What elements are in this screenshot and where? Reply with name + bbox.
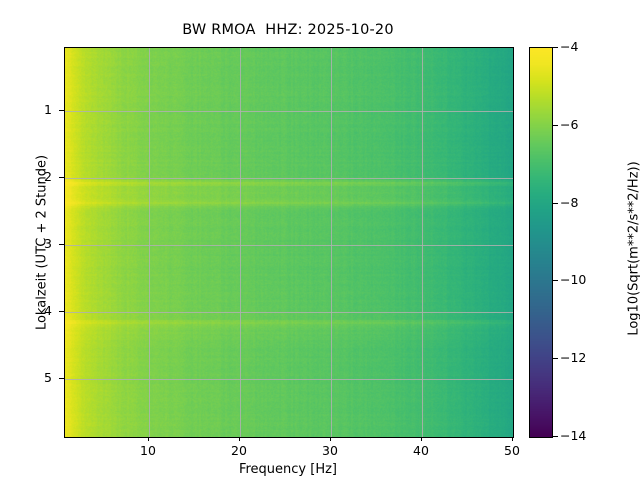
y-tick-label: 4 bbox=[44, 303, 52, 318]
x-tick-mark bbox=[421, 437, 422, 441]
spectrogram-pixels bbox=[65, 48, 513, 437]
y-tick-mark bbox=[59, 378, 64, 379]
colorbar-tick-label: −10 bbox=[560, 272, 587, 287]
x-tick-label: 50 bbox=[504, 443, 520, 458]
colorbar-tick-label: −6 bbox=[560, 117, 579, 132]
y-tick-label: 1 bbox=[44, 102, 52, 117]
spectrogram-axes bbox=[64, 47, 514, 438]
y-tick-label: 5 bbox=[44, 370, 52, 385]
colorbar-tick-mark bbox=[553, 280, 558, 281]
x-tick-mark bbox=[148, 437, 149, 441]
colorbar-tick-mark bbox=[553, 47, 558, 48]
colorbar bbox=[529, 47, 553, 438]
y-tick-mark bbox=[59, 311, 64, 312]
x-tick-mark bbox=[512, 437, 513, 441]
colorbar-tick-mark bbox=[553, 436, 558, 437]
colorbar-label: Log10(Sqrt(m**2/s**2/Hz)) bbox=[626, 161, 640, 336]
colorbar-tick-label: −4 bbox=[560, 39, 579, 54]
x-tick-label: 20 bbox=[231, 443, 247, 458]
gridline-vertical-50 bbox=[513, 48, 514, 437]
y-tick-label: 2 bbox=[44, 169, 52, 184]
colorbar-gradient bbox=[530, 48, 552, 437]
colorbar-tick-mark bbox=[553, 125, 558, 126]
y-tick-mark bbox=[59, 244, 64, 245]
x-tick-mark bbox=[330, 437, 331, 441]
y-axis-label: Lokalzeit (UTC + 2 Stunde) bbox=[34, 154, 50, 331]
page-title: BW RMOA HHZ: 2025-10-20 bbox=[182, 22, 394, 38]
y-tick-mark bbox=[59, 110, 64, 111]
x-axis-label: Frequency [Hz] bbox=[238, 462, 338, 477]
colorbar-tick-label: −8 bbox=[560, 195, 579, 210]
spectrogram-image bbox=[65, 48, 513, 437]
colorbar-tick-label: −14 bbox=[560, 428, 587, 443]
y-tick-label: 3 bbox=[44, 236, 52, 251]
x-tick-label: 40 bbox=[413, 443, 429, 458]
colorbar-tick-label: −12 bbox=[560, 350, 587, 365]
y-tick-mark bbox=[59, 177, 64, 178]
x-tick-label: 30 bbox=[322, 443, 338, 458]
x-tick-label: 10 bbox=[140, 443, 156, 458]
colorbar-tick-mark bbox=[553, 203, 558, 204]
colorbar-tick-mark bbox=[553, 358, 558, 359]
x-tick-mark bbox=[239, 437, 240, 441]
